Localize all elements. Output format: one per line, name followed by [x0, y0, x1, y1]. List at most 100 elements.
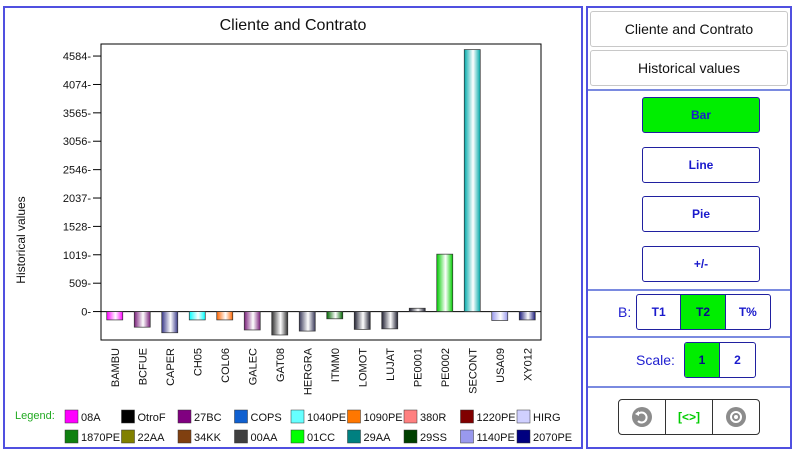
y-axis-label: Historical values — [14, 196, 28, 283]
scale-1-option[interactable]: 1 — [685, 343, 721, 377]
side-panel: Cliente and Contrato Historical values B… — [586, 6, 792, 449]
y-tick-label: 3565- — [63, 108, 91, 120]
plus-minus-type-button[interactable]: +/- — [642, 246, 760, 282]
divider — [588, 336, 790, 338]
toolbar-actions: [<>] — [618, 399, 760, 435]
pie-type-button[interactable]: Pie — [642, 196, 760, 232]
bar-chart: Cliente and Contrato Historical values 0- 5… — [14, 17, 572, 444]
scale-2-option[interactable]: 2 — [734, 353, 741, 367]
y-tick-label: 2546- — [63, 165, 91, 177]
legend-entry: COPS — [251, 412, 282, 424]
bar — [491, 311, 509, 321]
legend-entry: 2070PE — [533, 432, 572, 444]
bar — [271, 311, 289, 336]
bar — [381, 311, 399, 330]
bar — [518, 311, 536, 321]
legend-swatch — [177, 409, 192, 424]
bar — [298, 311, 316, 332]
line-type-button[interactable]: Line — [642, 147, 760, 183]
x-tick-label: COL06 — [220, 348, 232, 383]
legend-entry: HIRG — [533, 412, 561, 424]
x-tick-label: ITMM0 — [330, 348, 342, 382]
legend-entry: 22AA — [138, 432, 166, 444]
legend-entry: 29SS — [420, 432, 447, 444]
legend-entry: 1040PE — [307, 412, 346, 424]
x-tick-label: PE0001 — [412, 348, 424, 387]
legend-swatch — [121, 409, 135, 424]
bar — [161, 311, 179, 334]
y-tick-label: 2037- — [63, 193, 91, 205]
b-label: B: — [618, 304, 632, 320]
t1-option[interactable]: T1 — [637, 295, 682, 329]
legend-entry: 00AA — [251, 432, 279, 444]
legend-swatch — [460, 429, 474, 444]
undo-icon — [632, 407, 652, 427]
scale-selector: 1 2 — [684, 342, 756, 378]
legend-swatch — [290, 409, 305, 424]
eye-icon — [726, 407, 746, 427]
legend-swatch — [234, 429, 248, 444]
legend-entry: 1090PE — [364, 412, 403, 424]
t2-option[interactable]: T2 — [681, 295, 726, 329]
bar — [216, 311, 234, 321]
x-tick-label: XY012 — [522, 348, 534, 381]
bar — [463, 49, 481, 312]
x-tick-label: USA09 — [495, 348, 507, 383]
divider — [588, 386, 790, 388]
legend-entry: 29AA — [364, 432, 392, 444]
y-tick-label: 4074- — [63, 79, 91, 91]
legend-entry: 1140PE — [477, 432, 515, 444]
legend-swatch — [516, 429, 531, 444]
fit-label: [<>] — [677, 410, 700, 424]
legend-entry: 01CC — [307, 432, 335, 444]
legend-entry: 1220PE — [477, 412, 516, 424]
y-tick-label: 0- — [81, 307, 91, 319]
bar — [436, 253, 454, 312]
legend-swatch — [121, 429, 135, 444]
y-tick-label: 4584- — [63, 51, 91, 63]
bar — [353, 311, 371, 330]
x-tick-label: BAMBU — [110, 348, 122, 387]
chart-title-button[interactable]: Cliente and Contrato — [590, 11, 788, 47]
legend-swatch — [64, 409, 79, 424]
legend-entry: 08A — [81, 412, 101, 424]
x-tick-label: PE0002 — [440, 348, 452, 387]
bar — [408, 307, 426, 312]
scale-label: Scale: — [636, 352, 675, 368]
y-tick-label: 1528- — [63, 221, 91, 233]
series-title-button[interactable]: Historical values — [590, 50, 788, 86]
b-selector: T1 T2 T% — [636, 294, 771, 330]
y-tick-label: 1019- — [63, 250, 91, 262]
legend-swatch — [460, 409, 474, 424]
x-tick-label: BCFUE — [137, 348, 149, 385]
bar — [243, 311, 261, 331]
legend-swatch — [234, 409, 248, 424]
bar-type-button[interactable]: Bar — [642, 97, 760, 133]
legend-swatch — [403, 409, 418, 424]
divider — [588, 89, 790, 91]
legend-swatch — [516, 409, 531, 424]
legend-swatch — [290, 429, 305, 444]
chart-panel: Cliente and Contrato Historical values 0- 5… — [3, 6, 583, 449]
x-tick-label: LUJAT — [385, 348, 397, 381]
view-button[interactable] — [713, 400, 759, 434]
legend-entry: 27BC — [194, 412, 222, 424]
legend-swatch — [64, 429, 79, 444]
legend-entry: OtroF — [138, 412, 166, 424]
t-percent-option[interactable]: T% — [738, 305, 757, 319]
legend-label: Legend: — [15, 410, 55, 422]
x-tick-label: CAPER — [165, 348, 177, 386]
bar — [133, 311, 151, 328]
y-tick-label: 509- — [69, 278, 91, 290]
x-tick-label: GALEC — [247, 348, 259, 385]
x-tick-label: SECONT — [467, 348, 479, 394]
legend-swatch — [347, 409, 361, 424]
fit-button[interactable]: [<>] — [666, 400, 713, 434]
legend-swatch — [347, 429, 361, 444]
x-tick-label: HERGRA — [302, 347, 314, 395]
undo-button[interactable] — [619, 400, 666, 434]
bar — [188, 311, 206, 321]
x-tick-label: LOMOT — [357, 348, 369, 387]
legend-entry: 380R — [420, 412, 446, 424]
chart-title: Cliente and Contrato — [220, 17, 367, 34]
